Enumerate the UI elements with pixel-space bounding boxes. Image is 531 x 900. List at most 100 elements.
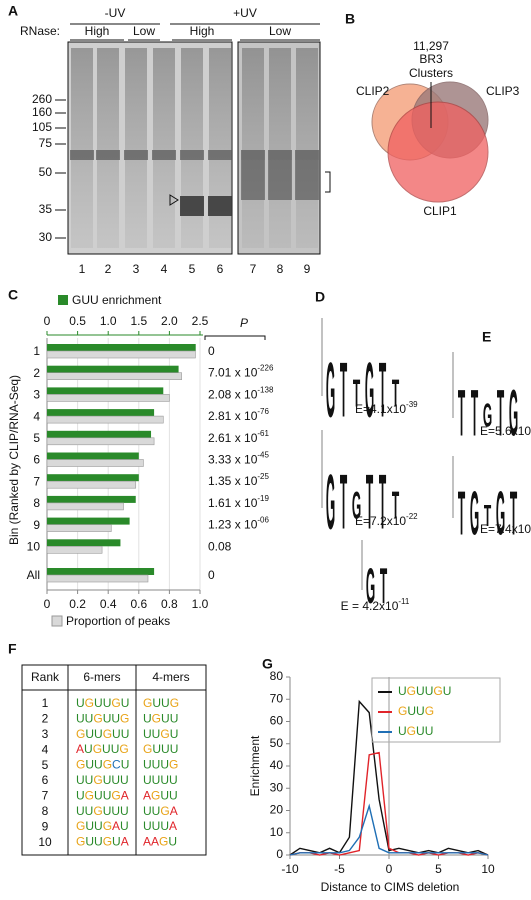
- lane-number: 5: [189, 262, 196, 276]
- logo-letter: G: [326, 345, 335, 433]
- e-value: E=4.1x10-39: [355, 400, 418, 416]
- e-value-base: E = 4.2x10: [341, 599, 399, 613]
- y-tick-label: 9: [33, 518, 40, 532]
- logo-letter: T: [366, 457, 373, 545]
- p-value: 0: [208, 568, 215, 582]
- p-value-base: 7.01 x 10: [208, 366, 258, 380]
- table-rank: 9: [42, 819, 49, 833]
- lane-smear: [153, 48, 175, 248]
- y-tick-label: 60: [270, 714, 284, 728]
- venn-center-label: 11,297: [413, 39, 449, 53]
- x-tick-label: 0.2: [69, 597, 86, 611]
- table-rank: 2: [42, 712, 49, 726]
- logo-letter: T: [340, 457, 347, 545]
- x-tick-label: 5: [435, 862, 442, 876]
- venn-set-label: CLIP3: [486, 84, 520, 98]
- p-value-exp: -45: [257, 451, 269, 460]
- x-tick-label: 0.4: [100, 597, 117, 611]
- p-value-base: 2.81 x 10: [208, 409, 258, 423]
- e-value-base: E=7.4x10: [480, 522, 531, 536]
- table-4mer: UUUU: [143, 773, 178, 787]
- venn: [371, 81, 489, 203]
- x-tick-label: 0.8: [161, 597, 178, 611]
- table-4mer: GUUG: [143, 696, 179, 710]
- logo-letter: G: [366, 558, 375, 614]
- p-value: 1.61 x 10-19: [208, 494, 269, 510]
- y-tick-label: 20: [270, 803, 284, 817]
- table-rank: 6: [42, 773, 49, 787]
- p-value-base: 2.08 x 10: [208, 388, 258, 402]
- bar: [46, 545, 103, 554]
- table-4mer: UUUG: [143, 758, 178, 772]
- e-value: E=5.6x10-11: [480, 422, 531, 438]
- table-6mer: UUGUUU: [76, 773, 129, 787]
- bar: [47, 430, 152, 438]
- table-6mer: AUGUUG: [76, 742, 129, 756]
- e-value: E=7.2x10-22: [355, 512, 418, 528]
- lane-number: 8: [277, 262, 284, 276]
- lane-smear: [71, 48, 93, 248]
- e-value-base: E=7.2x10: [355, 514, 406, 528]
- table-rank: 5: [42, 758, 49, 772]
- table-4mer: UGUU: [143, 712, 178, 726]
- table-rank: 8: [42, 804, 49, 818]
- marker-label: 30: [39, 230, 53, 244]
- line-series: [289, 699, 489, 856]
- y-axis-label: Bin (Ranked by CLIP/RNA-Seq): [7, 375, 21, 545]
- venn-set-label: CLIP1: [423, 204, 457, 218]
- x-tick-label: -5: [334, 862, 345, 876]
- panel-label: A: [8, 3, 18, 19]
- x-tick-label: 0: [44, 597, 51, 611]
- table-6mer: UGUUGU: [76, 696, 129, 710]
- panel-label: E: [482, 329, 491, 345]
- e-value-base: E=4.1x10: [355, 402, 406, 416]
- bar: [46, 415, 164, 424]
- rnase-level: High: [85, 24, 110, 38]
- x-tick-label: -10: [281, 862, 299, 876]
- panel-label: G: [262, 656, 273, 672]
- gel-band: [180, 196, 204, 216]
- table-rank: 7: [42, 789, 49, 803]
- table-6mer: UUGUUG: [76, 712, 129, 726]
- logo-letter: T: [497, 377, 504, 451]
- venn-center-label: BR3: [419, 52, 443, 66]
- bar: [47, 474, 139, 482]
- panel-label: F: [8, 641, 17, 657]
- bar: [47, 409, 155, 417]
- y-tick-label: 5: [33, 431, 40, 445]
- table-4mer: UUUA: [143, 819, 177, 833]
- p-value: 1.35 x 10-25: [208, 472, 269, 488]
- panel-label: C: [8, 287, 18, 303]
- y-tick-label: 1: [33, 344, 40, 358]
- y-tick-label: 80: [270, 669, 284, 683]
- legend-label: UGUU: [398, 724, 433, 738]
- gel-lanes: [70, 48, 319, 248]
- legend-label: GUU enrichment: [72, 293, 162, 307]
- logo-letter: T: [380, 558, 387, 614]
- p-value-exp: -25: [257, 472, 269, 481]
- y-tick-label: 8: [33, 496, 40, 510]
- table-6mer: UUGUUU: [76, 804, 129, 818]
- p-value-exp: -138: [257, 386, 274, 395]
- y-tick-label: 70: [270, 691, 284, 705]
- legend-label: GUUG: [398, 704, 434, 718]
- gel-band: [70, 150, 94, 160]
- gel-band: [295, 160, 319, 200]
- p-value-exp: -76: [257, 407, 269, 416]
- lane-number: 6: [217, 262, 224, 276]
- logo-letter: T: [340, 345, 347, 433]
- legend-box: [371, 677, 501, 743]
- bar: [47, 568, 155, 575]
- gel-band: [208, 150, 232, 160]
- p-value: 3.33 x 10-45: [208, 451, 269, 467]
- y-tick-label: 30: [270, 780, 284, 794]
- bar: [46, 524, 112, 532]
- table-6mer: GUUGAU: [76, 819, 129, 833]
- table-rank: 10: [38, 835, 52, 849]
- p-value: 2.81 x 10-76: [208, 407, 269, 423]
- gel-box-left: [67, 41, 233, 255]
- venn-clip1: [387, 101, 489, 203]
- gel-band: [208, 196, 232, 216]
- p-value: 2.61 x 10-61: [208, 429, 269, 445]
- bar: [46, 350, 196, 359]
